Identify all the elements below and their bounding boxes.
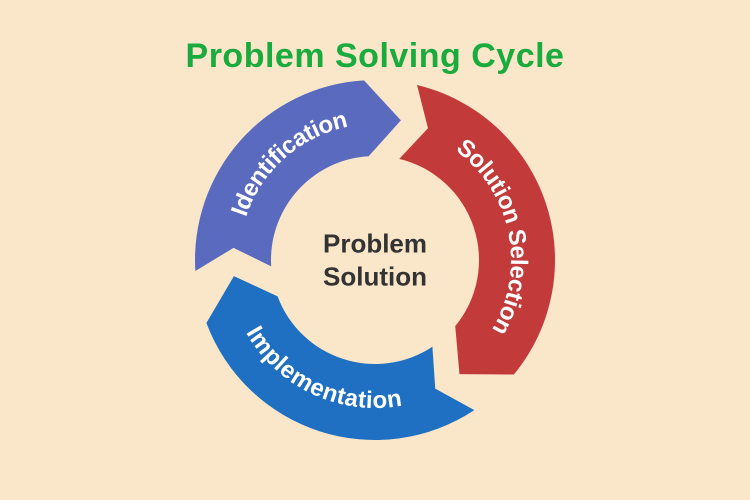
diagram-title: Problem Solving Cycle [0, 37, 750, 76]
cycle-segment-2 [206, 276, 474, 440]
center-label: Problem Solution [323, 228, 427, 293]
diagram-canvas: Problem Solving Cycle IdentificationSolu… [0, 0, 750, 500]
